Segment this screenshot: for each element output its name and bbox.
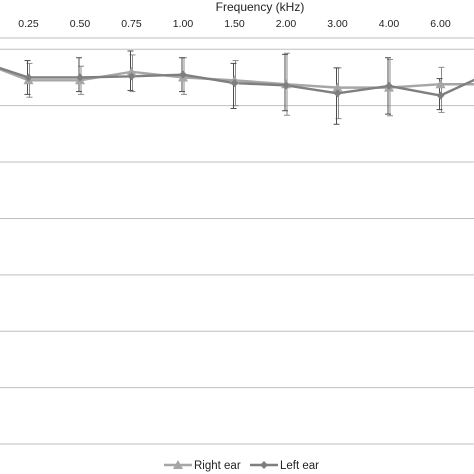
- x-tick-label: 6.00: [430, 18, 451, 30]
- x-tick-label: 1.00: [173, 18, 194, 30]
- legend-label: Left ear: [280, 460, 319, 472]
- x-tick-labels: 0.25 0.50 0.75 1.00 1.50 2.00 3.00 4.00 6.00: [18, 18, 451, 30]
- x-tick-label: 4.00: [379, 18, 400, 30]
- diamond-marker: [333, 89, 342, 98]
- legend-item-right-ear: Right ear: [164, 460, 241, 472]
- x-tick-label: 0.75: [121, 18, 142, 30]
- x-tick-label: 1.50: [224, 18, 245, 30]
- diamond-marker: [24, 73, 33, 82]
- diamond-marker: [127, 72, 136, 81]
- series-line-left-ear: [0, 66, 474, 97]
- gridlines: [0, 37, 474, 445]
- diamond-marker: [230, 79, 239, 88]
- diamond-marker: [436, 91, 445, 100]
- legend: Right ear Left ear: [164, 460, 319, 472]
- legend-item-left-ear: Left ear: [250, 460, 319, 472]
- x-axis-title: Frequency (kHz): [216, 0, 305, 14]
- error-bar: [438, 66, 445, 113]
- diamond-marker: [179, 70, 187, 79]
- diamond-marker: [76, 73, 84, 82]
- series-markers: [23, 66, 446, 100]
- x-tick-label: 2.00: [276, 18, 297, 30]
- x-tick-label: 0.50: [70, 18, 91, 30]
- diamond-marker: [385, 81, 393, 90]
- triangle-marker: [126, 66, 137, 76]
- triangle-marker: [332, 82, 343, 92]
- x-tick-label: 3.00: [327, 18, 348, 30]
- legend-label: Right ear: [194, 460, 241, 472]
- x-tick-label: 0.25: [18, 18, 39, 30]
- triangle-marker: [435, 79, 446, 89]
- diamond-marker: [282, 81, 290, 90]
- series-lines: [0, 66, 474, 97]
